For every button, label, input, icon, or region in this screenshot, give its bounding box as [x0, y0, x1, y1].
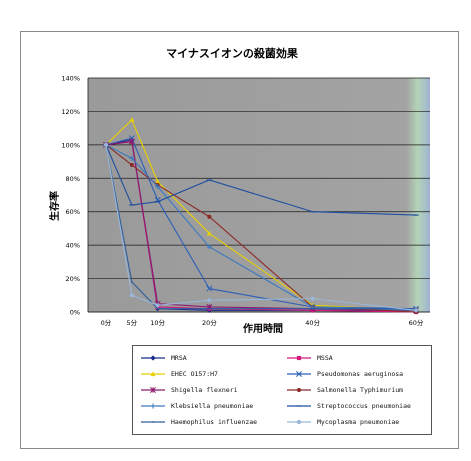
data-point [155, 303, 160, 308]
data-point [129, 162, 134, 167]
data-point [207, 214, 212, 219]
x-axis-label: 作用時間 [243, 322, 283, 335]
legend-label: MRSA [171, 354, 187, 362]
series-path [105, 144, 417, 216]
x-tick-label: 5分 [127, 318, 138, 327]
x-tick-label: 0分 [101, 318, 112, 327]
data-point [206, 230, 212, 236]
data-point [296, 371, 302, 377]
data-point [129, 117, 135, 122]
data-point [206, 285, 213, 292]
legend-swatch [141, 355, 165, 361]
data-point [150, 403, 156, 409]
y-tick-label: 120% [61, 108, 80, 116]
data-point [413, 308, 419, 313]
legend-label: Streptococcus pneumoniae [317, 402, 411, 410]
y-axis-label: 生存率 [48, 191, 61, 221]
legend-swatch [287, 371, 311, 377]
data-point [208, 307, 211, 310]
data-point [296, 355, 302, 361]
legend-swatch [287, 387, 311, 393]
x-tick-label: 40分 [305, 318, 320, 327]
legend-swatch [141, 371, 165, 377]
series-line [103, 142, 419, 313]
data-point [152, 421, 154, 423]
x-tick-label: 20分 [202, 318, 217, 327]
data-point [310, 296, 315, 301]
legend-label: Pseudomonas aeruginosa [317, 370, 404, 378]
data-point [207, 298, 212, 303]
legend-label: Haemophilus influenzae [171, 418, 258, 426]
y-tick-label: 0% [70, 309, 80, 317]
legend-label: Salmonella Typhimurium [317, 386, 404, 394]
legend-swatch [287, 405, 311, 407]
series-path [105, 144, 417, 311]
data-point [296, 387, 302, 393]
data-point [296, 419, 302, 425]
data-point [128, 138, 135, 145]
legend-label: Klebsiella pneumoniae [171, 402, 254, 410]
series-line [105, 143, 417, 310]
x-tick-label: 10分 [150, 318, 165, 327]
series-layer [103, 117, 419, 315]
data-point [155, 184, 161, 190]
legend-label: EHEC O157:H7 [171, 370, 218, 378]
y-tick-label: 100% [61, 141, 80, 149]
legend: MRSA MSSA EHEC O157:H7 Pseudomonas aerugino… [132, 345, 432, 435]
data-point [150, 355, 156, 361]
y-tick-label: 60% [66, 208, 80, 216]
data-point [206, 244, 212, 250]
data-point [155, 179, 161, 184]
legend-label: Mycoplasma pneumoniae [317, 418, 400, 426]
legend-swatch [141, 387, 165, 393]
y-tick-label: 40% [66, 242, 80, 250]
legend-swatch [141, 421, 165, 423]
y-axis: 0% 20% 40% 60% 80% 100% 120% 140% [61, 75, 430, 317]
x-tick-label: 60分 [409, 318, 424, 327]
chart-title: マイナスイオンの殺菌効果 [166, 46, 298, 60]
series-path [105, 144, 417, 311]
legend-label: MSSA [317, 354, 333, 362]
data-point [103, 142, 109, 147]
data-point [129, 293, 134, 298]
y-tick-label: 20% [66, 275, 80, 283]
data-point [150, 371, 156, 377]
data-point [130, 281, 133, 283]
y-tick-label: 80% [66, 175, 80, 183]
data-point [150, 387, 156, 393]
data-point [129, 155, 135, 161]
legend-swatch [141, 403, 165, 409]
series-path [105, 118, 417, 311]
series-path [105, 144, 416, 310]
y-tick-label: 140% [61, 75, 80, 83]
legend-swatch [287, 355, 311, 361]
legend-swatch [287, 419, 311, 425]
data-point [156, 307, 159, 310]
legend-label: Shigella flexneri [171, 386, 238, 394]
x-axis: 0分 5分 10分 20分 40分 60分 [101, 318, 424, 327]
data-point [311, 307, 314, 310]
